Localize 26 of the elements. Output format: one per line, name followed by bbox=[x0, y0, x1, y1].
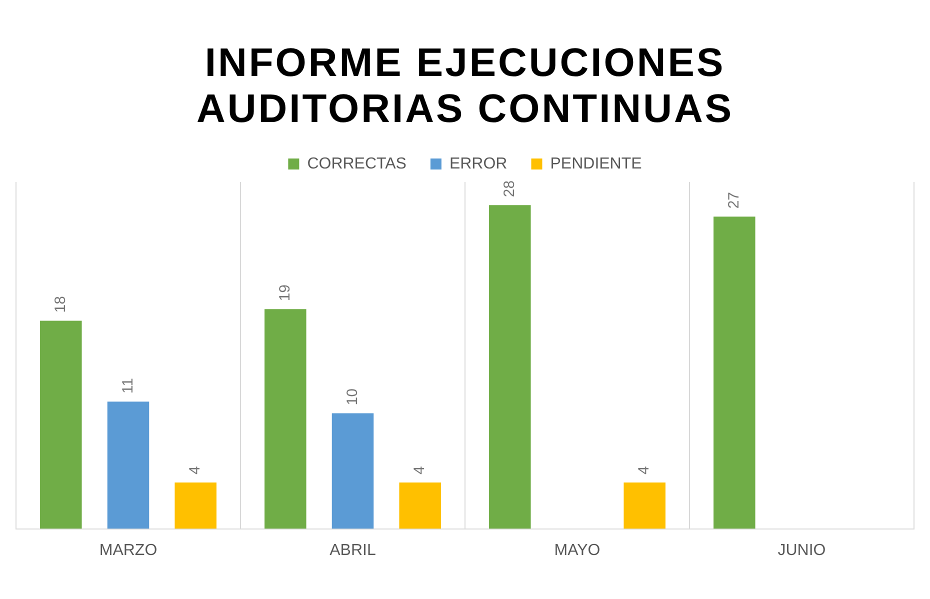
legend-label: PENDIENTE bbox=[550, 155, 642, 172]
bar bbox=[489, 205, 531, 529]
data-label: 27 bbox=[726, 192, 743, 209]
x-tick-label: ABRIL bbox=[330, 542, 376, 559]
data-label: 4 bbox=[411, 466, 428, 475]
data-label: 28 bbox=[501, 180, 518, 198]
bar bbox=[714, 216, 756, 529]
bar bbox=[264, 309, 306, 529]
bar bbox=[624, 482, 666, 529]
x-tick-label: MAYO bbox=[554, 542, 600, 559]
x-tick-label: MARZO bbox=[99, 542, 158, 559]
bar bbox=[399, 482, 441, 529]
data-label: 11 bbox=[119, 378, 136, 394]
legend-label: CORRECTAS bbox=[307, 155, 406, 172]
bar bbox=[332, 413, 374, 529]
data-label: 19 bbox=[276, 284, 294, 302]
data-label: 4 bbox=[636, 466, 653, 475]
legend-label: ERROR bbox=[449, 155, 508, 172]
data-label: 18 bbox=[52, 296, 70, 313]
bar bbox=[107, 402, 150, 529]
bar bbox=[174, 482, 216, 529]
x-tick-label: JUNIO bbox=[778, 542, 826, 559]
data-label: 10 bbox=[344, 388, 361, 406]
bar bbox=[40, 320, 82, 529]
data-label: 4 bbox=[186, 466, 204, 475]
chart-title: INFORME EJECUCIONES AUDITORIAS CONTINUAS bbox=[195, 40, 735, 132]
